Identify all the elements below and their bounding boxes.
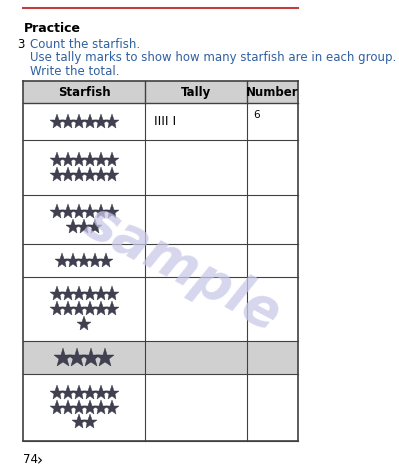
Text: 3: 3 — [17, 38, 25, 50]
Text: sample: sample — [76, 195, 289, 341]
FancyBboxPatch shape — [24, 81, 298, 103]
Text: Starfish: Starfish — [58, 86, 111, 98]
Text: Write the total.: Write the total. — [30, 65, 119, 78]
Text: Count the starfish.: Count the starfish. — [30, 38, 140, 50]
Text: Number: Number — [246, 86, 298, 98]
Text: ›: › — [37, 453, 43, 468]
FancyBboxPatch shape — [24, 341, 298, 374]
Text: Use tally marks to show how many starfish are in each group.: Use tally marks to show how many starfis… — [30, 51, 396, 65]
Text: Tally: Tally — [181, 86, 211, 98]
Text: 74: 74 — [24, 453, 38, 466]
Text: Practice: Practice — [24, 22, 81, 35]
Text: IIII I: IIII I — [154, 115, 176, 128]
Text: 6: 6 — [253, 110, 260, 120]
FancyBboxPatch shape — [24, 81, 298, 441]
